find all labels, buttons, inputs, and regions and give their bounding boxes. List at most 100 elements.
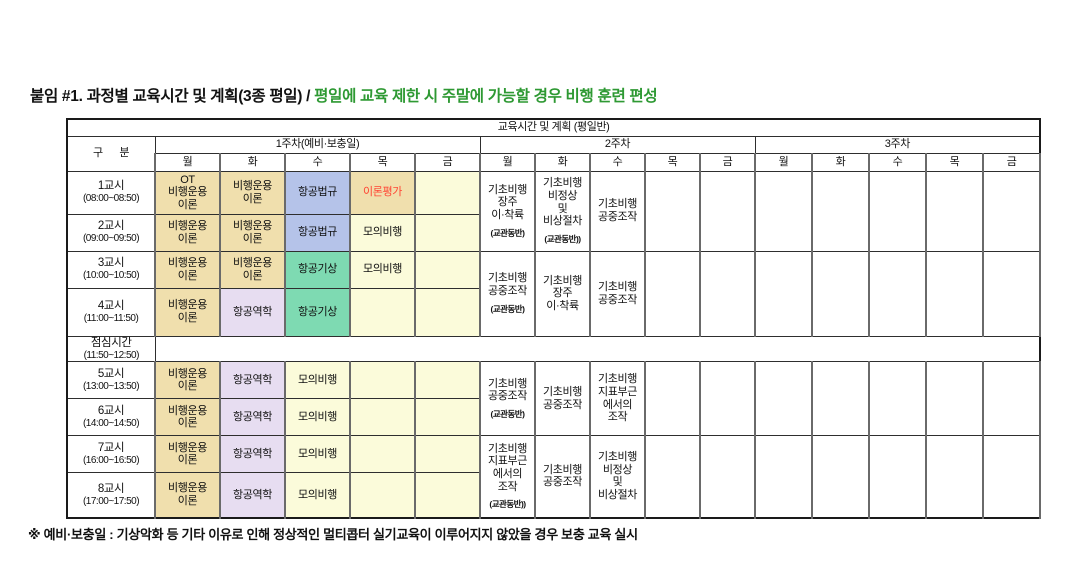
- schedule-cell-w1: 비행운용 이론: [154, 398, 221, 437]
- lunch-row: 점심시간 (11:50~12:50): [66, 335, 1041, 363]
- schedule-cell-w1: 모의비행: [284, 472, 351, 519]
- period-label-7: 7교시 (16:00~16:50): [66, 435, 156, 474]
- period-row-4: 4교시 (11:00~11:50) 비행운용 이론 항공역학 항공기상: [66, 287, 1040, 337]
- period-row-8: 8교시 (17:00~17:50) 비행운용 이론 항공역학 모의비행: [66, 472, 1040, 519]
- instructor-note: (교관동반)): [489, 499, 526, 510]
- period-row-2: 2교시 (09:00~09:50) 비행운용 이론 비행운용 이론 항공법규 모의…: [66, 213, 1040, 252]
- period-label-5: 5교시 (13:00~13:50): [66, 361, 156, 400]
- day-header-w2-mon: 월: [479, 152, 536, 172]
- schedule-cell-w1: [349, 287, 416, 337]
- period-row-6: 6교시 (14:00~14:50) 비행운용 이론 항공역학 모의비행: [66, 398, 1040, 437]
- schedule-cell-w3-empty: [925, 170, 984, 252]
- schedule-cell-w1: 비행운용 이론: [154, 250, 221, 289]
- schedule-cell-w3-empty: [868, 170, 927, 252]
- schedule-cell-w2-empty: [644, 361, 701, 437]
- period-time: (08:00~08:50): [82, 193, 140, 205]
- page-title-highlight: 평일에 교육 제한 시 주말에 가능할 경우 비행 훈련 편성: [314, 88, 658, 105]
- schedule-cell-w1: 비행운용 이론: [219, 213, 286, 252]
- schedule-cell-w1: OT 비행운용 이론: [154, 170, 221, 215]
- schedule-cell-w2-empty: [644, 250, 701, 337]
- schedule-cell-w2: 기초비행 지표부근 에서의 조작 (교관동반)): [479, 435, 536, 519]
- period-row-1: 1교시 (08:00~08:50) OT 비행운용 이론 비행운용 이론 항공법규…: [66, 170, 1042, 252]
- schedule-cell-w2: 기초비행 공중조작 (교관동반): [479, 250, 536, 337]
- schedule-cell-w2: 기초비행 비정상 및 비상절차: [589, 435, 646, 519]
- day-header-w2-thu: 목: [644, 152, 701, 172]
- schedule-cell-w1: [414, 250, 481, 289]
- schedule-cell-w3-empty: [981, 170, 1042, 252]
- page-title: 붙임 #1. 과정별 교육시간 및 계획(3종 평일) / 평일에 교육 제한 …: [30, 84, 658, 106]
- period-label-2: 2교시 (09:00~09:50): [66, 213, 156, 252]
- schedule-cell-w1: 항공역학: [219, 472, 286, 519]
- schedule-cell-w2-empty: [699, 250, 756, 337]
- period-label-4: 4교시 (11:00~11:50): [66, 287, 156, 337]
- lunch-label: 점심시간 (11:50~12:50): [66, 335, 156, 363]
- schedule-cell-w1: 비행운용 이론: [154, 213, 221, 252]
- schedule-cell-w1: 모의비행: [284, 398, 351, 437]
- period-time: (17:00~17:50): [82, 495, 140, 507]
- schedule-cell-w3-empty: [811, 361, 870, 437]
- schedule-cell-w1: [414, 435, 481, 474]
- period-name: 6교시: [97, 404, 125, 417]
- day-header-w2-fri: 금: [699, 152, 756, 172]
- schedule-cell-w3-empty: [981, 361, 1042, 437]
- schedule-cell-w1: 항공역학: [219, 361, 286, 400]
- schedule-cell-w1: [414, 170, 481, 215]
- schedule-cell-w1: [414, 287, 481, 337]
- schedule-cell-w3-empty: [754, 361, 813, 437]
- schedule-cell-w3-empty: [925, 435, 984, 519]
- day-header-w1-thu: 목: [349, 152, 416, 172]
- schedule-cell-w3-empty: [868, 361, 927, 437]
- schedule-cell-w1: 비행운용 이론: [154, 472, 221, 519]
- period-row-7: 7교시 (16:00~16:50) 비행운용 이론 항공역학 모의비행 기초비행 …: [66, 435, 1042, 519]
- schedule-cell-w1: [349, 435, 416, 474]
- period-time: (10:00~10:50): [82, 270, 140, 282]
- period-label-8: 8교시 (17:00~17:50): [66, 472, 156, 519]
- schedule-cell-w1: 비행운용 이론: [154, 287, 221, 337]
- schedule-table-container: 교육시간 및 계획 (평일반) 구 분 1주차(예비·보충일) 2주차 3주차 …: [66, 118, 1042, 519]
- schedule-cell-w1: [349, 361, 416, 400]
- schedule-cell-w3-empty: [811, 435, 870, 519]
- instructor-note: (교관동반): [490, 408, 525, 419]
- schedule-cell-w3-empty: [981, 435, 1042, 519]
- schedule-cell-w1: 항공역학: [219, 287, 286, 337]
- schedule-cell-w2: 기초비행 공중조작: [589, 250, 646, 337]
- footnote: ※ 예비·보충일 : 기상악화 등 기타 이유로 인해 정상적인 멀티콥터 실기…: [28, 527, 638, 542]
- schedule-table: 교육시간 및 계획 (평일반) 구 분 1주차(예비·보충일) 2주차 3주차 …: [66, 118, 1042, 519]
- period-name: 3교시: [97, 257, 125, 270]
- schedule-cell-w1: [414, 213, 481, 252]
- schedule-cell-w1: 비행운용 이론: [154, 361, 221, 400]
- schedule-cell-w1: 모의비행: [349, 213, 416, 252]
- day-header-w3-mon: 월: [754, 152, 813, 172]
- table-main-header: 교육시간 및 계획 (평일반): [66, 118, 1041, 137]
- lunch-time: (11:50~12:50): [83, 349, 140, 361]
- period-name: 8교시: [97, 482, 125, 495]
- schedule-cell-w2-empty: [699, 435, 756, 519]
- schedule-cell-w1: 모의비행: [284, 361, 351, 400]
- day-header-w1-fri: 금: [414, 152, 481, 172]
- lunch-span-cell: [154, 335, 1041, 363]
- schedule-cell-w1: [414, 361, 481, 400]
- period-time: (11:00~11:50): [83, 312, 139, 324]
- period-label-3: 3교시 (10:00~10:50): [66, 250, 156, 289]
- schedule-cell-w3-empty: [868, 250, 927, 337]
- schedule-cell-w1: [414, 398, 481, 437]
- schedule-cell-w2-empty: [644, 435, 701, 519]
- day-header-w1-tue: 화: [219, 152, 286, 172]
- schedule-cell-w3-empty: [754, 250, 813, 337]
- day-header-w3-tue: 화: [811, 152, 870, 172]
- page-title-main: 붙임 #1. 과정별 교육시간 및 계획(3종 평일) /: [30, 88, 315, 105]
- schedule-cell-w1: 비행운용 이론: [219, 250, 286, 289]
- instructor-note: (교관동반): [490, 227, 525, 238]
- schedule-cell-w3-empty: [868, 435, 927, 519]
- day-header-w2-wed: 수: [589, 152, 646, 172]
- schedule-cell-w1: 비행운용 이론: [154, 435, 221, 474]
- day-header-w3-wed: 수: [868, 152, 927, 172]
- schedule-cell-w1: 항공역학: [219, 435, 286, 474]
- schedule-cell-w3-empty: [925, 361, 984, 437]
- week3-header: 3주차: [754, 135, 1041, 154]
- schedule-cell-w3-empty: [811, 250, 870, 337]
- instructor-note: (교관동반): [490, 303, 525, 314]
- period-name: 1교시: [97, 180, 125, 193]
- period-name: 7교시: [97, 441, 125, 454]
